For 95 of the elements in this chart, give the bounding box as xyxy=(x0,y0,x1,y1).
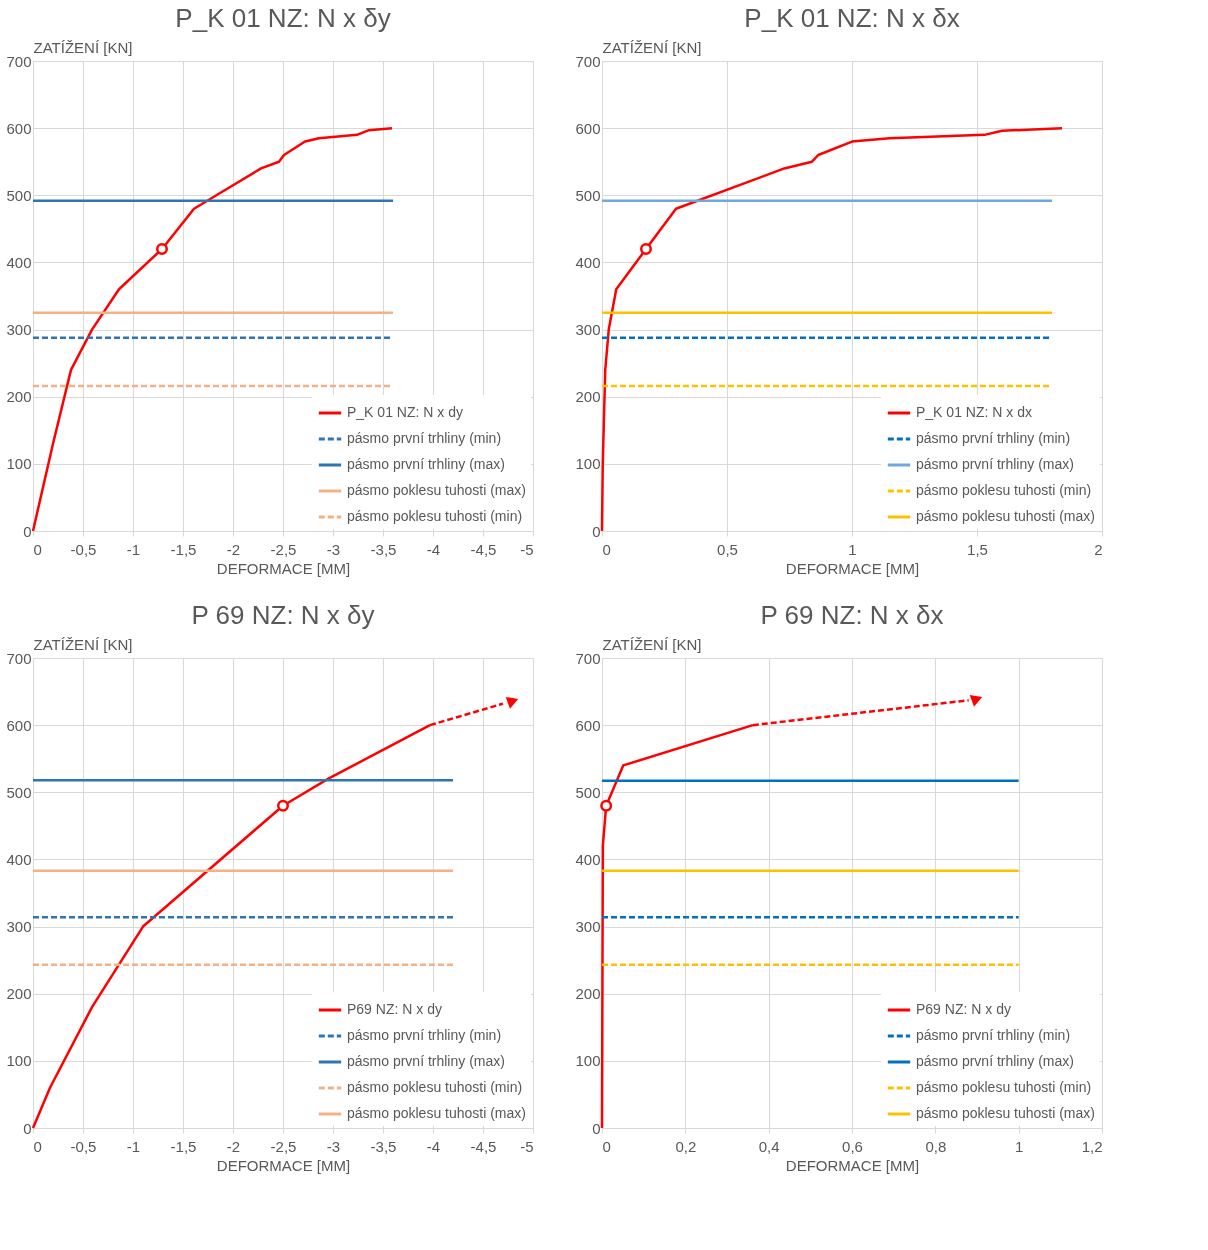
y-tick-label: 300 xyxy=(575,321,601,339)
legend-label: pásmo první trhliny (max) xyxy=(347,456,505,472)
x-tick-label: -4 xyxy=(426,1137,441,1155)
y-tick-label: 300 xyxy=(6,918,32,936)
x-tick-label: -2,5 xyxy=(270,540,297,558)
x-axis-title: DEFORMACE [MM] xyxy=(216,1156,351,1174)
x-tick-label: -3,5 xyxy=(370,1137,397,1155)
y-tick-label: 700 xyxy=(575,649,601,667)
y-tick-label: 500 xyxy=(6,783,32,801)
legend-label: P_K 01 NZ: N x dy xyxy=(347,404,463,420)
legend-label: pásmo poklesu tuhosti (max) xyxy=(347,482,526,498)
line-series xyxy=(31,126,394,533)
x-tick-label: -0,5 xyxy=(70,1137,97,1155)
legend-label: pásmo poklesu tuhosti (max) xyxy=(347,1105,526,1121)
x-tick-label: -3 xyxy=(326,540,341,558)
y-axis-title: ZATÍŽENÍ [KN] xyxy=(33,38,133,56)
x-tick-label: -5 xyxy=(520,540,534,558)
x-tick-label: 1,2 xyxy=(1081,1137,1103,1155)
x-tick-label: 0,5 xyxy=(717,540,738,558)
legend-label: pásmo poklesu tuhosti (max) xyxy=(916,1105,1095,1121)
x-tick-label: -2 xyxy=(226,1137,241,1155)
x-tick-label: 0,6 xyxy=(842,1137,863,1155)
x-tick-label: 1,5 xyxy=(967,540,988,558)
x-tick-label: -2,5 xyxy=(270,1137,297,1155)
legend-label: P69 NZ: N x dy xyxy=(916,1001,1011,1017)
legend-label: pásmo poklesu tuhosti (min) xyxy=(916,1079,1092,1095)
x-tick-label: -1,5 xyxy=(170,1137,197,1155)
x-tick-label: -0,5 xyxy=(70,540,97,558)
chart-title: P_K 01 NZ: N x δx xyxy=(744,3,960,33)
y-axis-title: ZATÍŽENÍ [KN] xyxy=(33,635,133,653)
y-tick-label: 400 xyxy=(6,850,32,868)
legend-label: pásmo poklesu tuhosti (min) xyxy=(347,1079,523,1095)
y-tick-label: 100 xyxy=(575,1052,601,1070)
legend-label: pásmo první trhliny (max) xyxy=(916,1053,1074,1069)
x-tick-label: 1 xyxy=(1014,1137,1024,1155)
y-tick-label: 300 xyxy=(575,918,601,936)
legend-label: pásmo první trhliny (max) xyxy=(347,1053,505,1069)
legend-label: pásmo první trhliny (max) xyxy=(916,456,1074,472)
y-tick-label: 0 xyxy=(23,1119,32,1137)
y-tick-label: 200 xyxy=(6,388,32,406)
y-tick-label: 600 xyxy=(575,119,601,137)
x-tick-label: -4 xyxy=(426,540,441,558)
x-tick-label: -5 xyxy=(520,1137,534,1155)
x-tick-label: 0,4 xyxy=(758,1137,780,1155)
x-tick-label: -4,5 xyxy=(470,1137,497,1155)
y-tick-label: 400 xyxy=(575,850,601,868)
legend-label: P69 NZ: N x dy xyxy=(347,1001,442,1017)
y-tick-label: 100 xyxy=(575,455,601,473)
x-axis-title: DEFORMACE [MM] xyxy=(785,559,920,577)
y-tick-label: 500 xyxy=(575,186,601,204)
y-tick-label: 0 xyxy=(592,1119,601,1137)
x-tick-label: 1 xyxy=(848,540,857,558)
y-tick-label: 400 xyxy=(575,253,601,271)
y-tick-label: 500 xyxy=(575,783,601,801)
y-tick-label: 200 xyxy=(575,985,601,1003)
x-tick-label: 2 xyxy=(1094,540,1103,558)
y-tick-label: 300 xyxy=(6,321,32,339)
legend-label: pásmo první trhliny (min) xyxy=(916,1027,1071,1043)
legend-label: pásmo poklesu tuhosti (min) xyxy=(347,508,523,524)
y-axis-title: ZATÍŽENÍ [KN] xyxy=(602,635,702,653)
x-tick-label: -1 xyxy=(126,1137,141,1155)
chart-title: P 69 NZ: N x δx xyxy=(760,600,944,630)
legend-label: P_K 01 NZ: N x dx xyxy=(916,404,1032,420)
chart-title: P_K 01 NZ: N x δy xyxy=(175,3,391,33)
y-tick-label: 100 xyxy=(6,455,32,473)
x-tick-label: -3 xyxy=(326,1137,341,1155)
legend-label: pásmo první trhliny (min) xyxy=(347,1027,502,1043)
y-tick-label: 0 xyxy=(592,522,601,540)
y-tick-label: 500 xyxy=(6,186,32,204)
x-axis-title: DEFORMACE [MM] xyxy=(785,1156,920,1174)
x-tick-label: -3,5 xyxy=(370,540,397,558)
y-tick-label: 700 xyxy=(575,52,601,70)
x-tick-label: 0,8 xyxy=(925,1137,947,1155)
y-tick-label: 600 xyxy=(6,119,32,137)
x-tick-label: 0,2 xyxy=(675,1137,697,1155)
y-tick-label: 0 xyxy=(23,522,32,540)
y-tick-label: 400 xyxy=(6,253,32,271)
legend-label: pásmo první trhliny (min) xyxy=(347,430,502,446)
x-tick-label: -4,5 xyxy=(470,540,497,558)
y-tick-label: 200 xyxy=(6,985,32,1003)
legend-label: pásmo poklesu tuhosti (max) xyxy=(916,508,1095,524)
legend-label: pásmo poklesu tuhosti (min) xyxy=(916,482,1092,498)
x-tick-label: -1,5 xyxy=(170,540,197,558)
y-tick-label: 600 xyxy=(6,716,32,734)
y-tick-label: 600 xyxy=(575,716,601,734)
x-tick-label: -2 xyxy=(226,540,241,558)
y-tick-label: 200 xyxy=(575,388,601,406)
y-tick-label: 700 xyxy=(6,649,32,667)
chart-title: P 69 NZ: N x δy xyxy=(191,600,375,630)
x-tick-label: -1 xyxy=(126,540,141,558)
y-axis-title: ZATÍŽENÍ [KN] xyxy=(602,38,702,56)
y-tick-label: 700 xyxy=(6,52,32,70)
y-tick-label: 100 xyxy=(6,1052,32,1070)
legend-label: pásmo první trhliny (min) xyxy=(916,430,1071,446)
x-axis-title: DEFORMACE [MM] xyxy=(216,559,351,577)
